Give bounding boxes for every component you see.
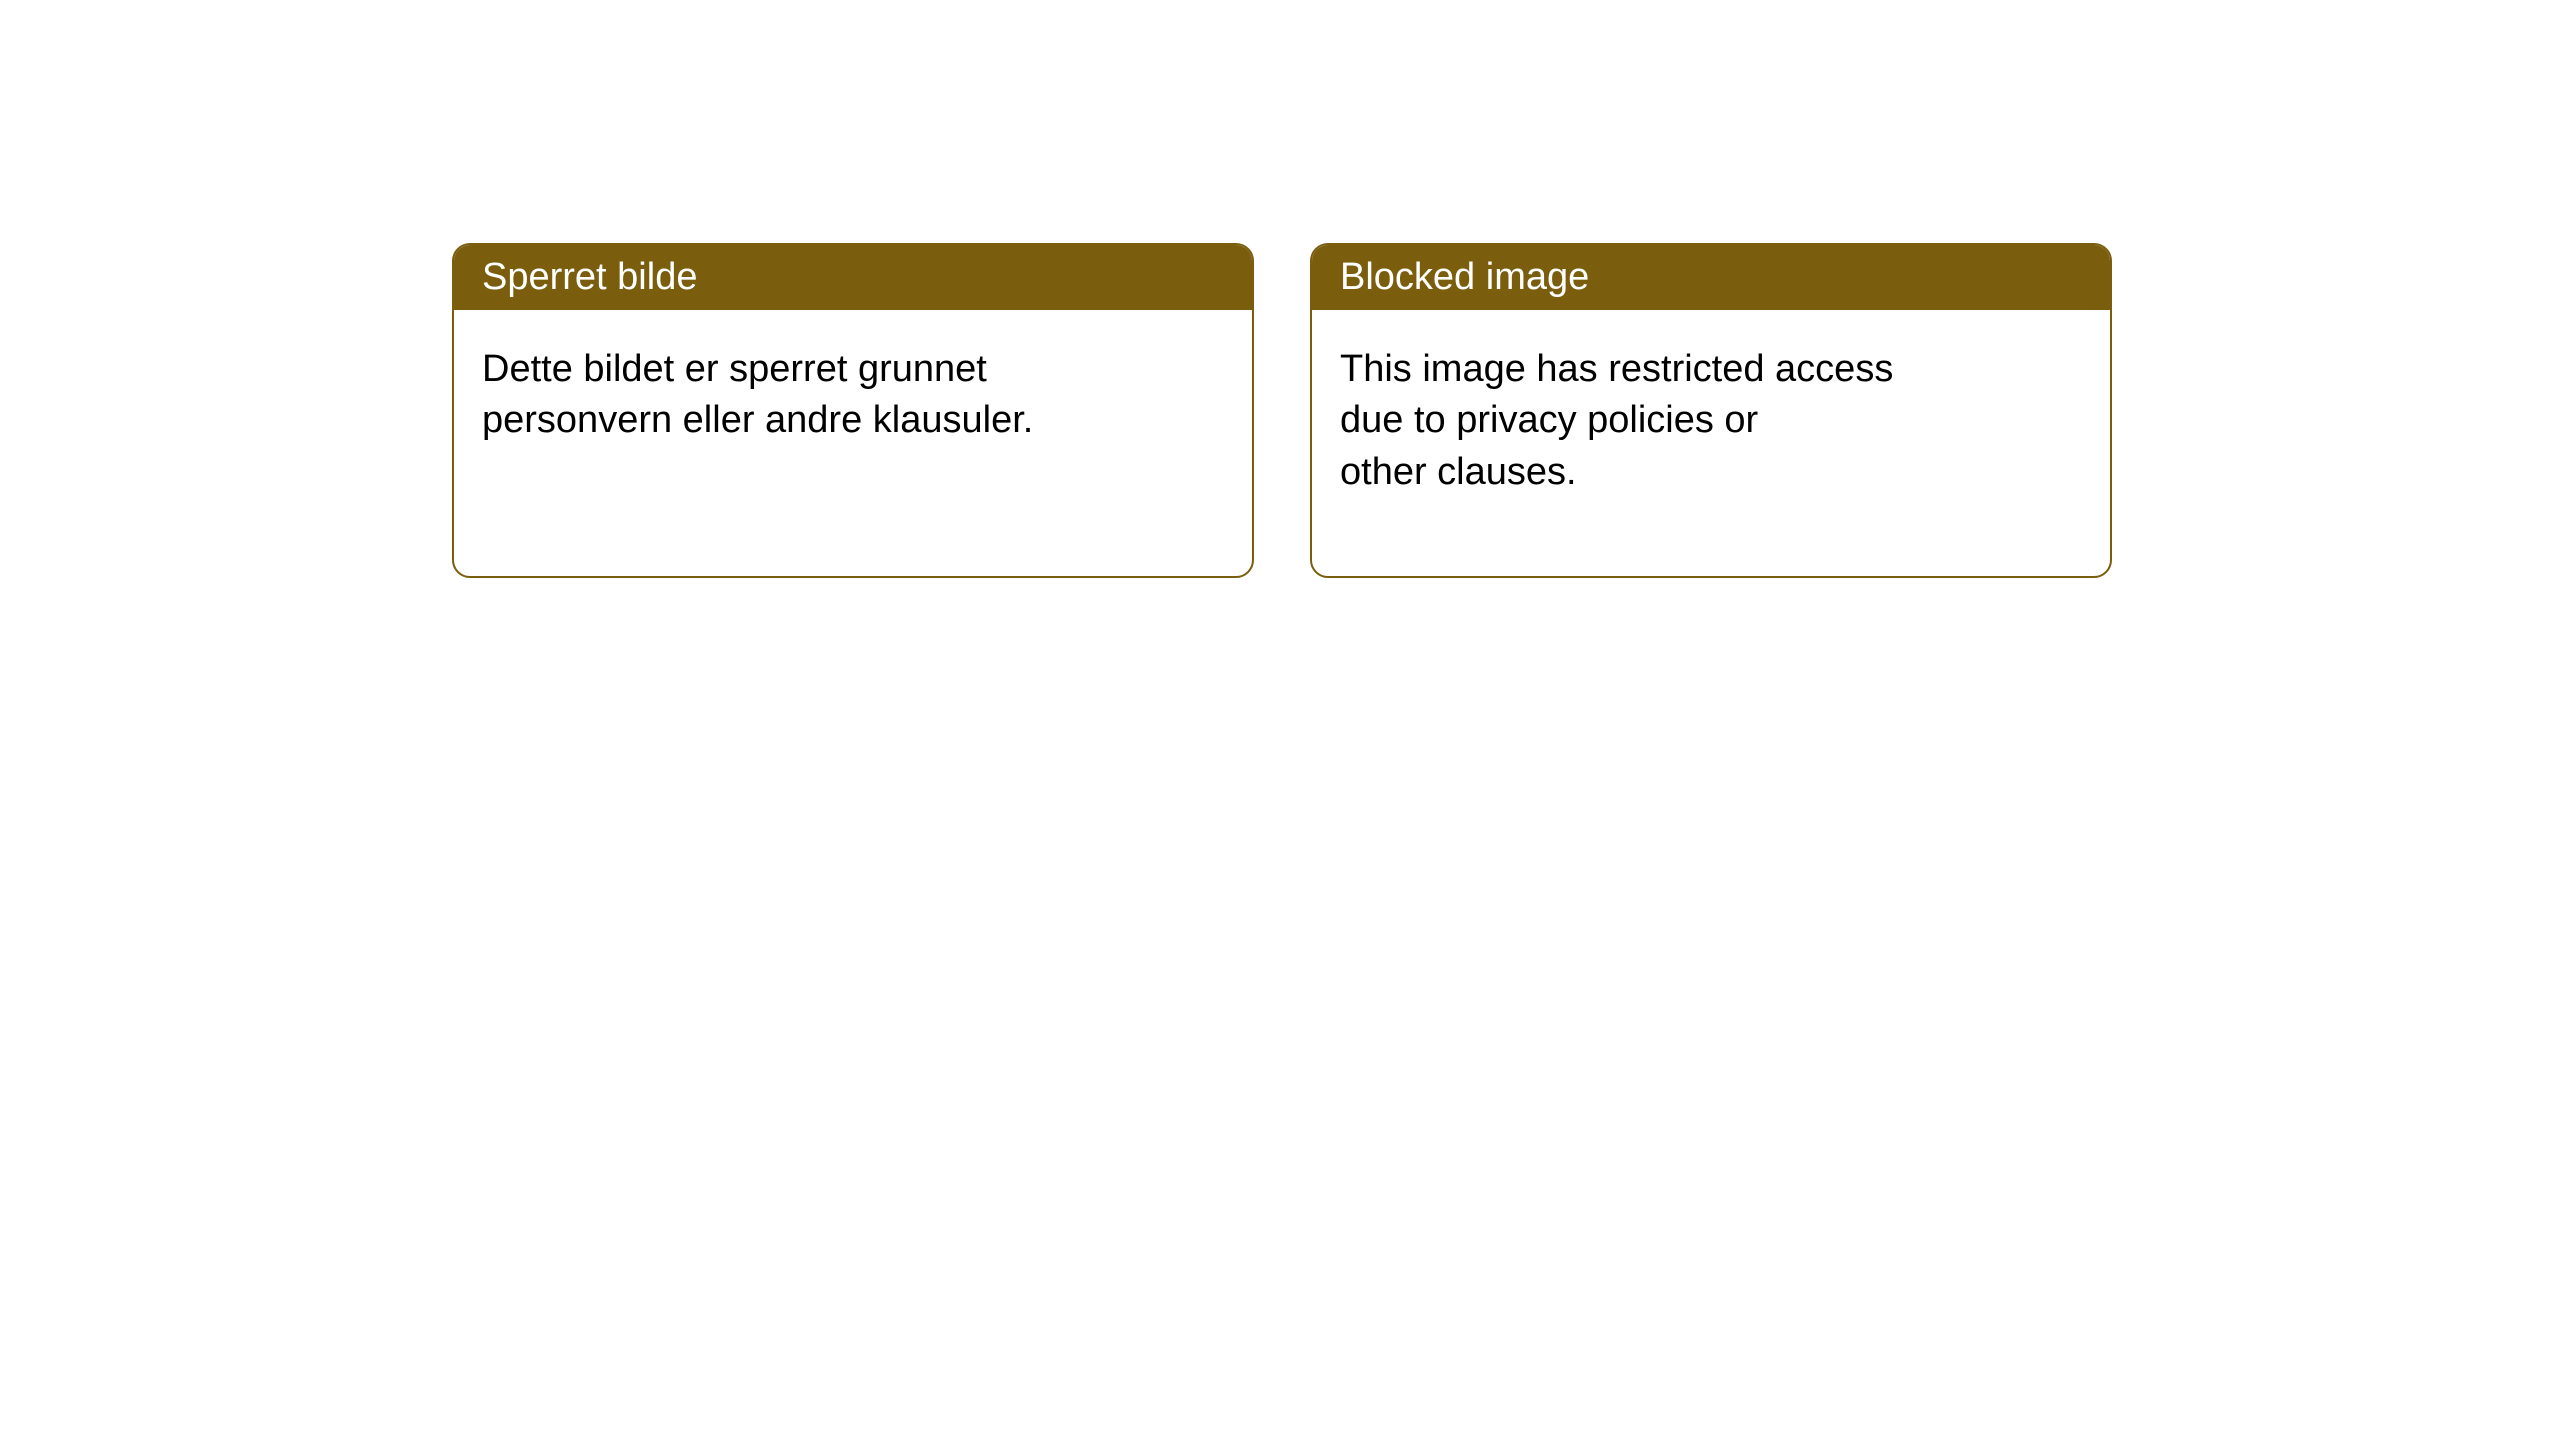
notice-card-english: Blocked image This image has restricted … (1310, 243, 2112, 578)
notice-cards-container: Sperret bilde Dette bildet er sperret gr… (452, 243, 2112, 578)
notice-card-norwegian: Sperret bilde Dette bildet er sperret gr… (452, 243, 1254, 578)
card-body-english: This image has restricted access due to … (1312, 310, 2110, 532)
card-body-norwegian: Dette bildet er sperret grunnet personve… (454, 310, 1252, 481)
card-header-english: Blocked image (1312, 245, 2110, 310)
card-header-norwegian: Sperret bilde (454, 245, 1252, 310)
